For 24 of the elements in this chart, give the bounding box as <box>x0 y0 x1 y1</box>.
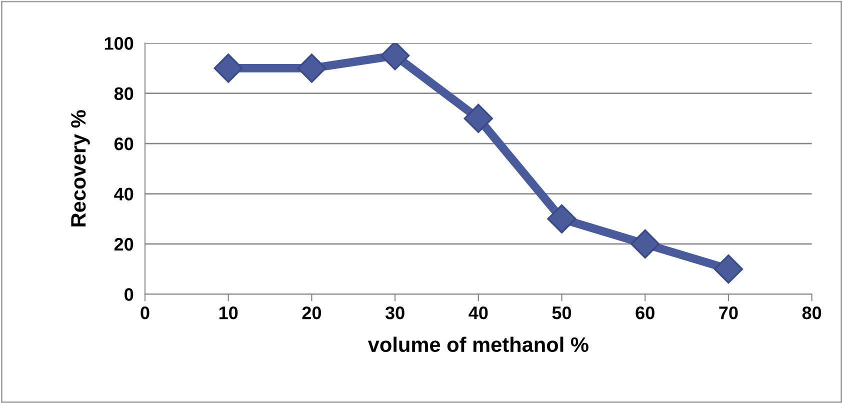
point <box>464 104 493 134</box>
y-tick-label: 100 <box>104 37 134 50</box>
point <box>214 54 243 83</box>
x-tick-label: 20 <box>302 306 321 320</box>
x-tick-label: 40 <box>468 306 488 320</box>
y-tick-label: 40 <box>114 188 134 200</box>
x-tick-label: 10 <box>219 306 238 320</box>
point <box>630 229 660 259</box>
x-tick-label: 60 <box>636 306 654 320</box>
x-axis-title: volume of methanol % <box>368 336 588 352</box>
y-tick-label: 60 <box>114 137 134 150</box>
point <box>714 254 744 284</box>
point <box>380 43 410 70</box>
point <box>297 54 326 83</box>
y-tick-label: 80 <box>114 87 134 100</box>
x-tick-label: 80 <box>802 306 822 320</box>
x-tick-label: 30 <box>385 306 404 320</box>
x-tick-label: 0 <box>140 306 150 320</box>
x-tick-label: 70 <box>719 306 738 320</box>
x-tick-label: 50 <box>552 306 572 320</box>
y-tick-label: 0 <box>124 288 134 301</box>
point <box>547 204 576 234</box>
y-tick-label: 20 <box>114 238 134 251</box>
y-axis-title: Recovery % <box>71 110 90 226</box>
